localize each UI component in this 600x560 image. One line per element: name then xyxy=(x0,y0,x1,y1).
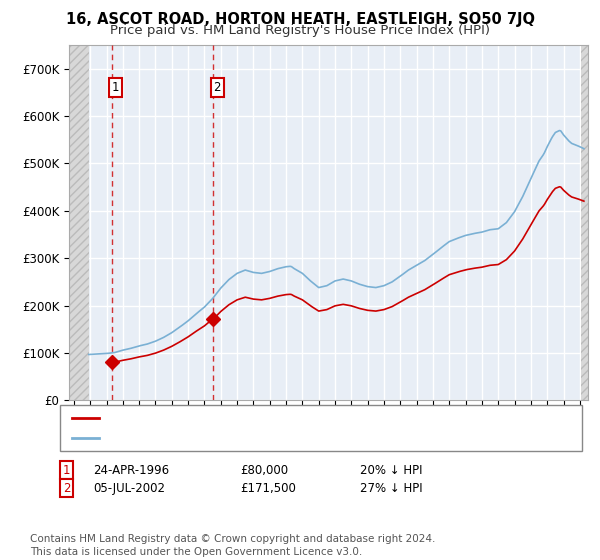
Text: 2: 2 xyxy=(214,81,221,94)
Text: £171,500: £171,500 xyxy=(240,482,296,495)
Text: Price paid vs. HM Land Registry's House Price Index (HPI): Price paid vs. HM Land Registry's House … xyxy=(110,24,490,37)
Bar xyxy=(581,45,589,400)
Text: 05-JUL-2002: 05-JUL-2002 xyxy=(93,482,165,495)
Bar xyxy=(69,45,89,400)
Text: 1: 1 xyxy=(112,81,119,94)
Text: 16, ASCOT ROAD, HORTON HEATH, EASTLEIGH, SO50 7JQ (detached house): 16, ASCOT ROAD, HORTON HEATH, EASTLEIGH,… xyxy=(105,411,550,424)
Text: Contains HM Land Registry data © Crown copyright and database right 2024.
This d: Contains HM Land Registry data © Crown c… xyxy=(30,534,436,557)
Text: 16, ASCOT ROAD, HORTON HEATH, EASTLEIGH, SO50 7JQ: 16, ASCOT ROAD, HORTON HEATH, EASTLEIGH,… xyxy=(65,12,535,27)
Text: 2: 2 xyxy=(63,482,71,495)
Text: £80,000: £80,000 xyxy=(240,464,288,477)
Text: 24-APR-1996: 24-APR-1996 xyxy=(93,464,169,477)
Text: HPI: Average price, detached house, Eastleigh: HPI: Average price, detached house, East… xyxy=(105,431,378,445)
Text: 20% ↓ HPI: 20% ↓ HPI xyxy=(360,464,422,477)
Text: 1: 1 xyxy=(63,464,71,477)
Text: 27% ↓ HPI: 27% ↓ HPI xyxy=(360,482,422,495)
